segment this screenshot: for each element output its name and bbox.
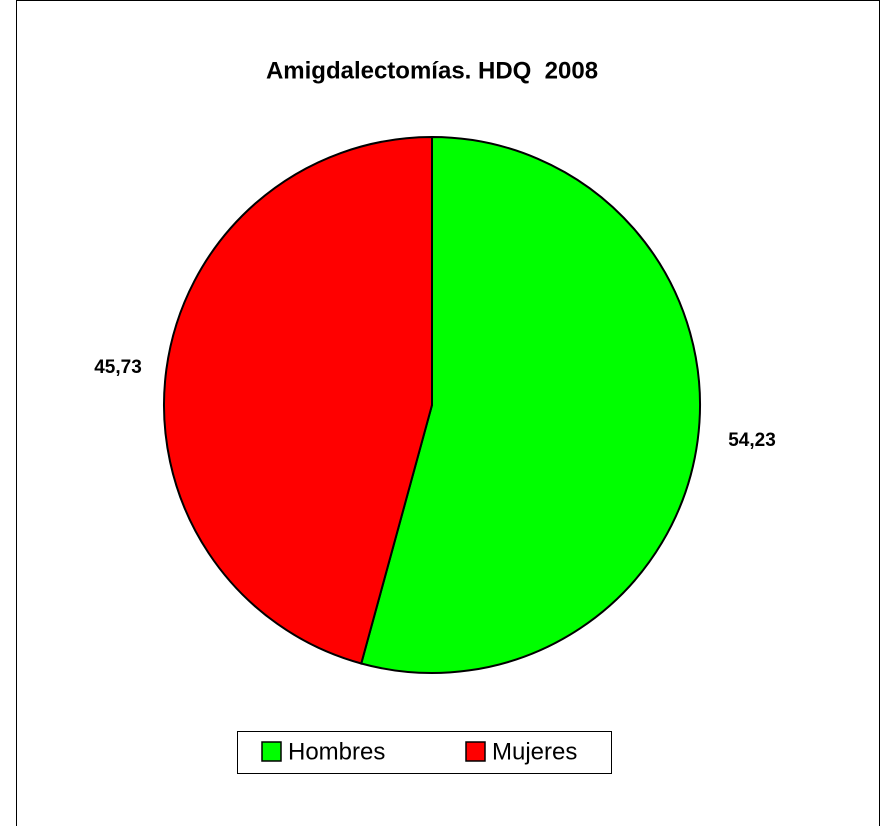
data-label: 45,73	[94, 357, 142, 378]
data-label: 54,23	[728, 430, 776, 451]
legend-box	[237, 731, 612, 774]
chart-title: Amigdalectomías. HDQ 2008	[266, 57, 598, 84]
legend-swatch	[465, 741, 486, 762]
legend-label: Hombres	[288, 738, 385, 765]
legend-swatch	[261, 741, 282, 762]
pie-slice	[360, 135, 701, 674]
legend-label: Mujeres	[492, 738, 577, 765]
pie-slice	[163, 135, 433, 665]
